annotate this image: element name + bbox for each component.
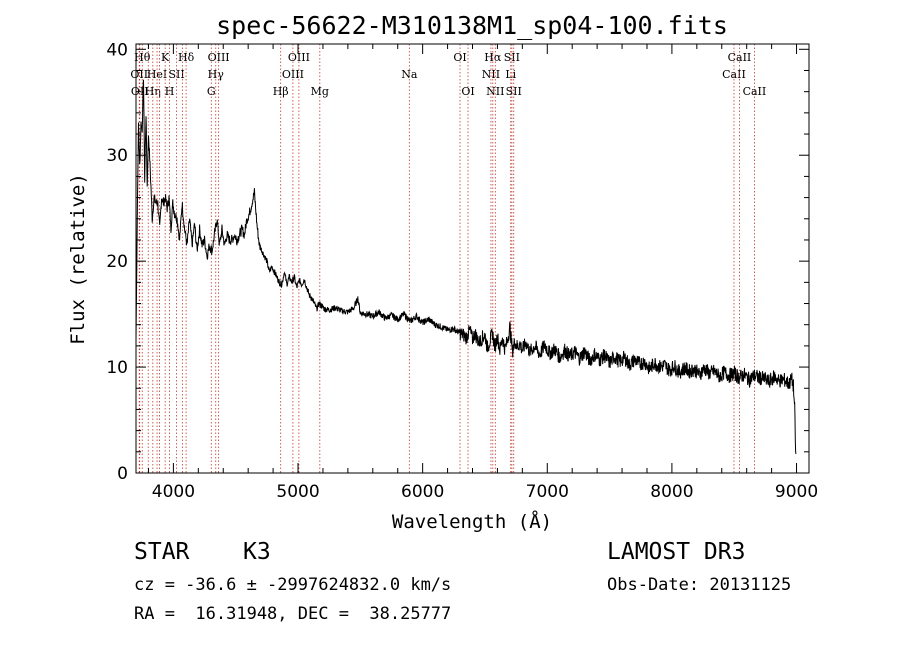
plot-frame xyxy=(135,43,810,474)
spectral-line: H xyxy=(165,44,175,473)
spectral-line-label: CaII xyxy=(728,51,752,64)
x-tick-label: 8000 xyxy=(650,482,693,502)
y-tick-label: 20 xyxy=(106,252,128,272)
spectral-line: G xyxy=(207,44,216,473)
spectral-line-label: OIII xyxy=(288,51,310,64)
spectral-line-label: H xyxy=(165,85,175,98)
spectral-line: Li xyxy=(505,44,517,473)
x-tick-label: 7000 xyxy=(526,482,569,502)
spectral-line-label: Li xyxy=(505,68,516,81)
y-tick-label: 0 xyxy=(117,464,128,484)
spectral-line-label: Hη xyxy=(145,85,161,98)
spectral-line: Hβ xyxy=(273,44,289,473)
x-tick-label: 5000 xyxy=(276,482,319,502)
series-layer xyxy=(135,79,797,454)
obs-date-text: Obs-Date: 20131125 xyxy=(607,575,792,595)
y-tick-label: 10 xyxy=(106,358,128,378)
object-subclass: K3 xyxy=(243,539,271,565)
spectral-line: SII xyxy=(504,44,520,473)
spectral-line: NII xyxy=(486,44,504,473)
spectral-line-label: SII xyxy=(506,85,522,98)
spectral-line: K xyxy=(161,44,170,473)
spectral-line: Hδ xyxy=(178,44,195,473)
spectral-line: CaII xyxy=(722,44,746,473)
x-axis-label: Wavelength (Å) xyxy=(392,510,552,533)
spectral-line: SII xyxy=(169,44,185,473)
spectral-line: CaII xyxy=(728,44,752,473)
x-tick-label: 9000 xyxy=(775,482,818,502)
spectral-line-label: SII xyxy=(504,51,520,64)
spectral-line-label: CaII xyxy=(722,68,746,81)
spectral-line: OII xyxy=(130,44,148,473)
spectral-line-label: CaII xyxy=(743,85,767,98)
redshift-text: cz = -36.6 ± -2997624832.0 km/s xyxy=(134,575,452,595)
y-axis-label: Flux (relative) xyxy=(67,173,89,345)
spectral-line: Na xyxy=(401,44,418,473)
spectral-line-label: OI xyxy=(453,51,466,64)
object-class: STAR xyxy=(134,539,190,565)
spectral-line: OIII xyxy=(288,44,310,473)
spectral-line-label: Na xyxy=(401,68,418,81)
spectral-line-label: K xyxy=(161,51,170,64)
spectral-line-label: OII xyxy=(130,68,148,81)
spectral-line: Hη xyxy=(145,44,161,473)
spectral-line-label: OIII xyxy=(282,68,304,81)
spectral-line-label: Hθ xyxy=(134,51,151,64)
spectral-line-label: G xyxy=(207,85,216,98)
survey-name: LAMOST DR3 xyxy=(607,539,746,565)
spectral-line: SII xyxy=(506,44,522,473)
spectral-line: Hγ xyxy=(208,44,225,473)
y-tick-label: 40 xyxy=(106,40,128,60)
spectral-line-label: Hδ xyxy=(178,51,195,64)
spectral-line: CaII xyxy=(743,44,767,473)
spectral-line-label: HeI xyxy=(147,68,167,81)
spectral-line-label: Hβ xyxy=(273,85,289,98)
spectral-line-label: OIII xyxy=(208,51,230,64)
spectral-line: Mg xyxy=(311,44,329,473)
spectral-line-label: NII xyxy=(482,68,500,81)
spectral-line-label: Hγ xyxy=(208,68,225,81)
spectral-line: Hα xyxy=(484,44,502,473)
spectral-line-label: Hα xyxy=(484,51,502,64)
flux-series-line xyxy=(135,79,797,454)
spectral-line: OIII xyxy=(208,44,230,473)
spectral-line-label: SII xyxy=(169,68,185,81)
coordinates-text: RA = 16.31948, DEC = 38.25777 xyxy=(134,604,452,624)
chart-title: spec-56622-M310138M1_sp04-100.fits xyxy=(216,11,728,40)
spectral-line: OI xyxy=(453,44,467,473)
spectral-line: OIII xyxy=(282,44,304,473)
spectral-lines-layer: OIIOIIHθHηHeIKHSIIHδGHγOIIIHβOIIIOIIIMgN… xyxy=(130,44,766,473)
x-tick-label: 6000 xyxy=(401,482,444,502)
ticks-layer: 4000 5000 6000 7000 8000 9000 0 10 20 30 40 xyxy=(106,40,818,502)
spectral-line-label: OI xyxy=(461,85,474,98)
x-tick-label: 4000 xyxy=(152,482,195,502)
spectral-line-label: Mg xyxy=(311,85,329,98)
y-tick-label: 30 xyxy=(106,146,128,166)
spectral-line-label: NII xyxy=(486,85,504,98)
spectral-line: HeI xyxy=(147,44,167,473)
spectral-line: OI xyxy=(461,44,475,473)
spectral-line: OII xyxy=(131,44,149,473)
spectral-line: NII xyxy=(482,44,500,473)
